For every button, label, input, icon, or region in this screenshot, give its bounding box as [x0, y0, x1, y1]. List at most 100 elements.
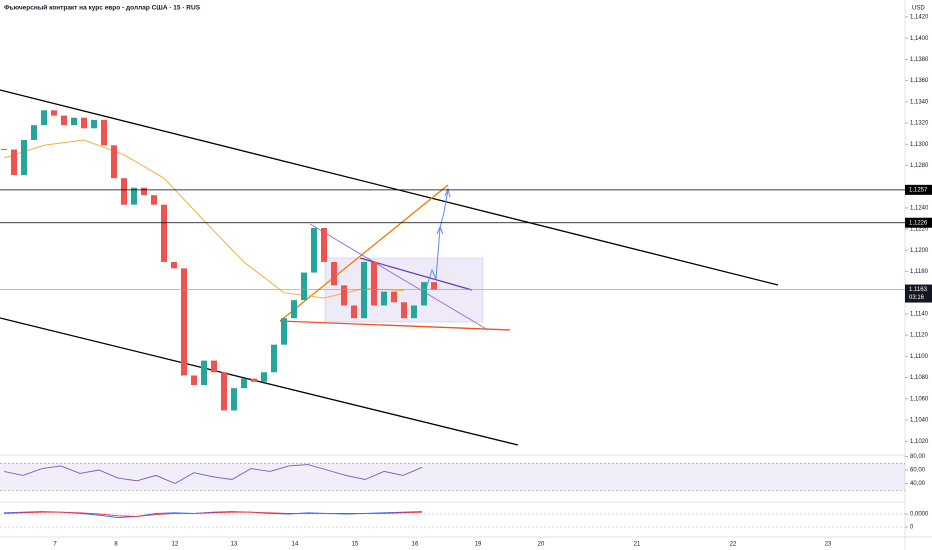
x-tick-label: 8 — [114, 542, 118, 548]
candle — [381, 291, 387, 306]
candle — [321, 228, 327, 262]
level-label: 1,1226 — [909, 220, 928, 226]
candle — [351, 305, 357, 319]
y-tick-label: 1,1200 — [910, 248, 929, 254]
trend-line — [279, 184, 449, 322]
candle — [251, 378, 257, 382]
currency-label: USD — [912, 6, 925, 12]
candle — [81, 117, 87, 129]
trend-line — [359, 257, 473, 291]
candle — [1, 149, 7, 151]
candle — [51, 110, 57, 116]
candle — [121, 178, 127, 205]
y-tick-label: 1,1400 — [910, 36, 929, 42]
y-tick-label: 1,1280 — [910, 163, 929, 169]
x-tick-label: 23 — [825, 542, 832, 548]
candle — [401, 302, 407, 319]
y-tick-label: 1,1360 — [910, 78, 929, 84]
arrow-head — [444, 187, 451, 198]
y-tick-label: 1,1100 — [910, 354, 929, 360]
y-tick-label: 1,1300 — [910, 142, 929, 148]
y-tick-label: 0,0000 — [910, 512, 929, 518]
candle — [191, 375, 197, 385]
candle — [371, 261, 377, 306]
projection-path — [424, 189, 449, 293]
y-tick-label: 1,1040 — [910, 418, 929, 424]
candle — [311, 228, 317, 273]
x-tick-label: 12 — [172, 542, 179, 548]
candle — [411, 305, 417, 319]
level-label-box — [905, 217, 932, 228]
x-tick-label: 19 — [475, 542, 482, 548]
candle — [271, 344, 277, 373]
candle — [231, 388, 237, 411]
chart-title: Фьючерсный контракт на курс евро - долла… — [4, 4, 201, 12]
y-tick-label: 1,1120 — [910, 333, 929, 339]
candle — [291, 300, 297, 319]
last-price-box — [905, 284, 932, 303]
y-tick-label: 1,1060 — [910, 396, 929, 402]
y-tick-label: 1,1220 — [910, 227, 929, 233]
candle — [71, 117, 77, 126]
last-price-label: 1,1163 — [909, 287, 928, 293]
candle — [431, 282, 437, 290]
y-tick-label: 1,1180 — [910, 269, 929, 275]
countdown-label: 03:16 — [909, 295, 925, 301]
trend-line — [309, 223, 489, 331]
candle — [11, 149, 17, 175]
y-tick-label: 1,1240 — [910, 205, 929, 211]
candle — [211, 360, 217, 373]
y-tick-label: 1,1140 — [910, 312, 929, 318]
candle — [181, 268, 187, 376]
x-tick-label: 16 — [412, 542, 419, 548]
y-tick-label: 40,00 — [910, 481, 926, 487]
candle — [111, 145, 117, 179]
candle — [421, 282, 427, 306]
candle — [241, 378, 247, 389]
candle — [101, 119, 107, 146]
trend-line — [279, 320, 511, 331]
level-label-box — [905, 184, 932, 195]
candle — [261, 372, 267, 382]
x-tick-label: 7 — [53, 542, 57, 548]
candle — [391, 291, 397, 303]
series-line — [3, 464, 423, 485]
y-tick-label: 0 — [910, 525, 914, 531]
y-tick-label: 1,1080 — [910, 375, 929, 381]
candle — [331, 261, 337, 286]
y-tick-label: 60,00 — [910, 468, 926, 474]
candle — [361, 261, 367, 319]
candle — [341, 285, 347, 306]
candle — [21, 140, 27, 175]
x-tick-label: 21 — [634, 542, 641, 548]
candle — [201, 360, 207, 385]
y-tick-label: 1,1420 — [910, 15, 929, 21]
candle — [301, 272, 307, 301]
y-tick-label: 1,1020 — [910, 439, 929, 445]
y-tick-label: 80,00 — [910, 454, 926, 460]
candle — [61, 115, 67, 126]
level-label: 1,1257 — [909, 187, 928, 193]
candle — [31, 125, 37, 140]
band — [0, 463, 905, 491]
candle — [141, 187, 147, 196]
arrow-head — [436, 225, 444, 235]
candle — [171, 261, 177, 269]
series-line — [3, 511, 423, 517]
y-tick-label: 1,1340 — [910, 99, 929, 105]
candle — [221, 372, 227, 411]
candle — [151, 195, 157, 205]
y-tick-label: 1,1380 — [910, 57, 929, 63]
x-tick-label: 20 — [538, 542, 545, 548]
x-tick-label: 15 — [352, 542, 359, 548]
candle — [91, 119, 97, 129]
candle — [281, 318, 287, 345]
x-tick-label: 13 — [231, 542, 238, 548]
candle — [41, 110, 47, 126]
trend-line — [0, 317, 519, 446]
candle — [131, 187, 137, 205]
candle — [161, 204, 167, 262]
x-tick-label: 14 — [292, 542, 299, 548]
